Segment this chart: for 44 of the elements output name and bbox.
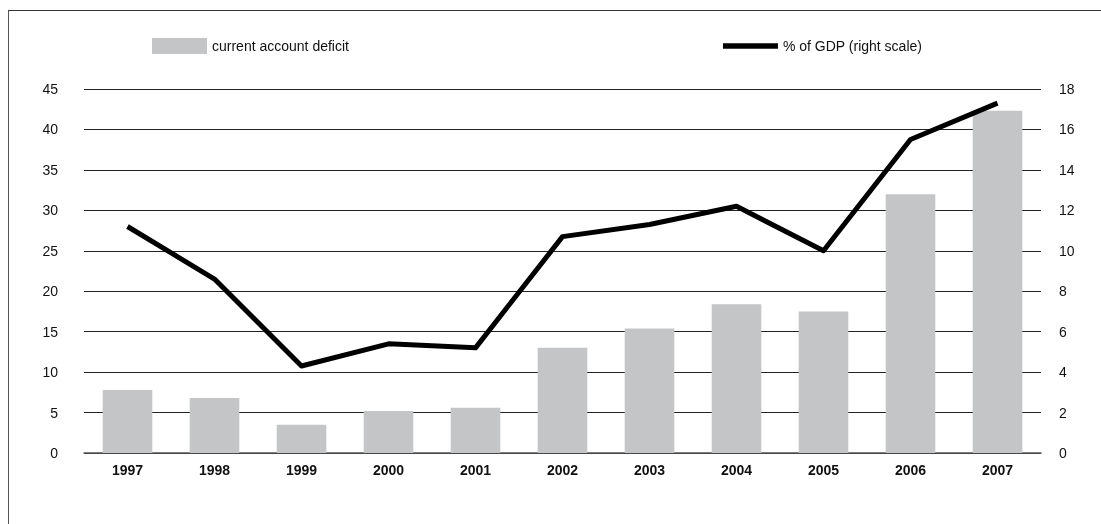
bar [624,328,675,453]
y2-tick-label: 2 [1059,404,1067,421]
x-tick-label: 2003 [633,462,666,478]
legend-label: % of GDP (right scale) [782,38,922,54]
bar [276,424,327,453]
bar [711,304,762,453]
x-tick-label: 2002 [546,462,579,478]
bar [363,410,414,453]
x-tick-label: 1997 [111,462,144,478]
x-tick-label: 2007 [981,462,1014,478]
bar [537,347,588,453]
y-tick-label: 40 [42,121,59,138]
bar [798,311,849,453]
y-tick-label: 25 [42,242,59,259]
y-tick-label: 5 [50,404,59,421]
x-tick-label: 2006 [894,462,927,478]
y-tick-label: 0 [50,445,59,461]
x-tick-label: 2000 [372,462,405,478]
x-tick-label: 2004 [720,462,753,478]
y-tick-label: 10 [42,364,59,381]
bar [450,407,501,453]
y-tick-label: 30 [42,202,59,219]
bar [189,398,240,453]
y2-tick-label: 6 [1059,323,1067,340]
y2-tick-label: 18 [1059,81,1075,97]
y-tick-label: 45 [42,81,59,97]
y2-tick-label: 16 [1059,121,1075,138]
y2-tick-label: 14 [1059,161,1075,178]
bar [102,389,153,453]
y-tick-label: 20 [42,283,59,300]
bar [885,194,936,453]
y-tick-label: 35 [42,161,59,178]
x-tick-label: 1998 [198,462,231,478]
bar [972,110,1023,453]
y2-tick-label: 10 [1059,242,1075,259]
legend-label: current account deficit [212,38,350,54]
y-tick-label: 15 [42,323,59,340]
x-tick-label: 2001 [459,462,492,478]
y2-tick-label: 12 [1059,202,1075,219]
x-tick-label: 1999 [285,462,318,478]
y2-tick-label: 4 [1059,364,1067,381]
x-tick-label: 2005 [807,462,840,478]
y2-tick-label: 8 [1059,283,1067,300]
y2-tick-label: 0 [1059,445,1067,461]
